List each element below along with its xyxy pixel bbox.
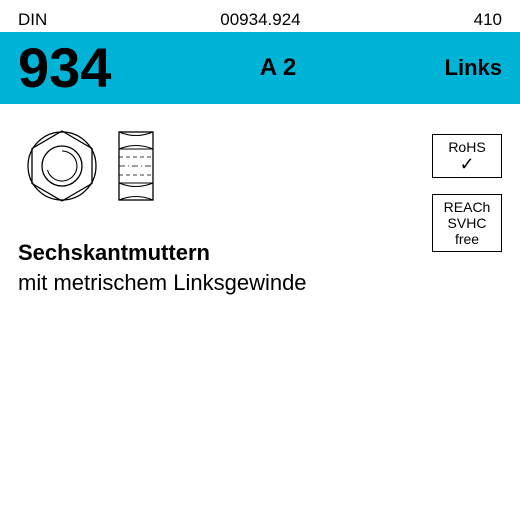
check-icon: ✓ — [435, 155, 499, 173]
reach-line3: free — [435, 231, 499, 247]
thread-dir: Links — [445, 55, 502, 81]
header-center: 00934.924 — [220, 10, 300, 30]
din-number: 934 — [18, 40, 111, 96]
reach-line1: REACh — [435, 199, 499, 215]
product-subtitle: mit metrischem Linksgewinde — [18, 268, 502, 298]
product-title: Sechskantmuttern — [18, 238, 502, 268]
header-row: DIN 00934.924 410 — [0, 0, 520, 32]
spec-bar: 934 A 2 Links — [0, 32, 520, 104]
header-right: 410 — [474, 10, 502, 30]
reach-line2: SVHC — [435, 215, 499, 231]
header-left: DIN — [18, 10, 47, 30]
nut-diagram — [18, 122, 502, 210]
hex-nut-side-icon — [116, 122, 156, 210]
rohs-label: RoHS — [435, 139, 499, 155]
reach-badge: REACh SVHC free — [432, 194, 502, 252]
hex-nut-front-icon — [18, 122, 106, 210]
description: Sechskantmuttern mit metrischem Linksgew… — [18, 238, 502, 297]
material-grade: A 2 — [260, 54, 296, 82]
rohs-badge: RoHS ✓ — [432, 134, 502, 178]
